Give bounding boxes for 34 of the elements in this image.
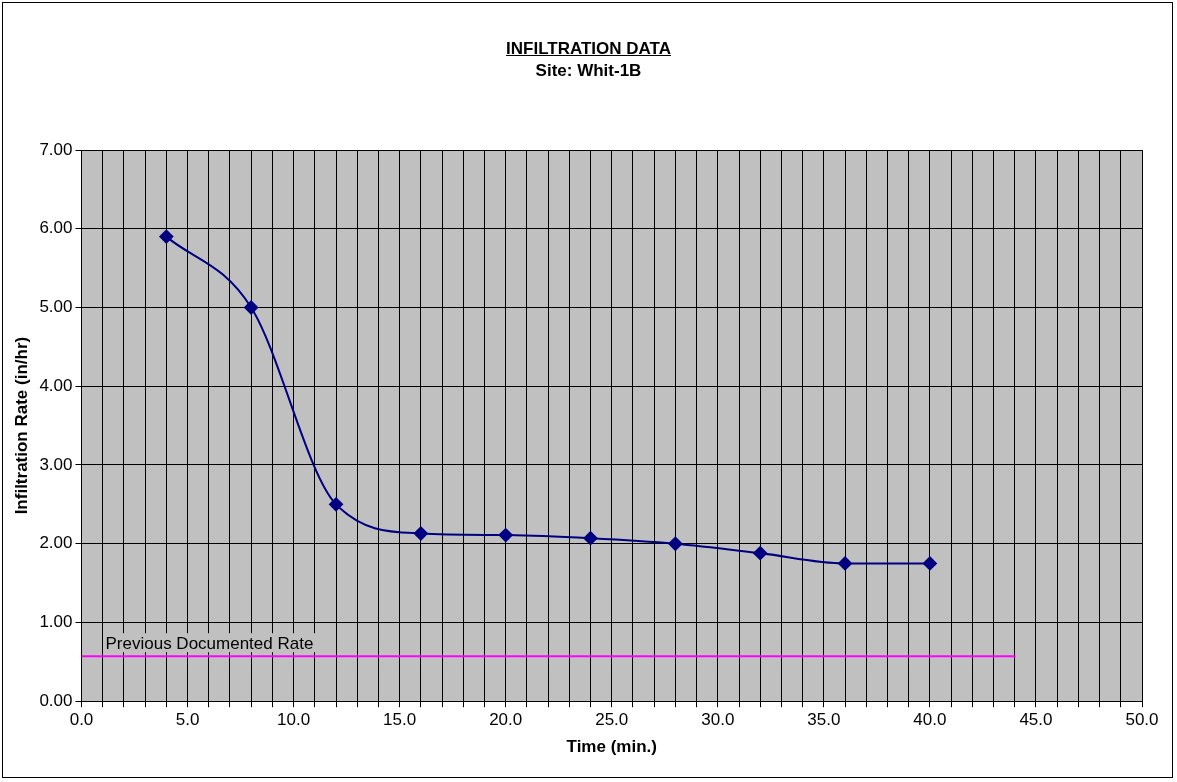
point [159,229,174,244]
x-tick-label: 10.0 [277,710,311,730]
point [838,556,853,571]
x-tick-label: 25.0 [595,710,629,730]
x-tick-label: 40.0 [913,710,947,730]
y-tick-label: 6.00 [39,218,73,238]
y-tick-label: 2.00 [39,533,73,553]
point [329,497,344,512]
x-tick-label: 5.0 [175,710,200,730]
point [413,526,428,541]
point [753,546,768,561]
x-axis-title: Time (min.) [566,737,657,757]
x-tick-label: 15.0 [383,710,417,730]
x-tick-label: 35.0 [807,710,841,730]
y-tick-label: 0.00 [39,690,73,710]
point [668,536,683,551]
point [498,528,513,543]
x-tick-label: 0.0 [69,710,94,730]
point [244,300,259,315]
x-tick-label: 20.0 [489,710,523,730]
y-tick-label: 4.00 [39,375,73,395]
chart-subtitle: Site: Whit-1B [534,60,643,82]
x-tick-label: 45.0 [1019,710,1053,730]
y-tick-label: 1.00 [39,612,73,632]
y-tick-label: 5.00 [39,297,73,317]
y-tick-label: 7.00 [39,139,73,159]
x-tick-label: 50.0 [1125,710,1159,730]
chart-title: INFILTRATION DATA [505,38,672,60]
point [922,556,937,571]
y-axis-title: Infiltration Rate (in/hr) [11,336,31,515]
x-tick-label: 30.0 [701,710,735,730]
y-tick-label: 3.00 [39,454,73,474]
series-label: Previous Documented Rate [105,633,314,653]
point [583,531,598,546]
